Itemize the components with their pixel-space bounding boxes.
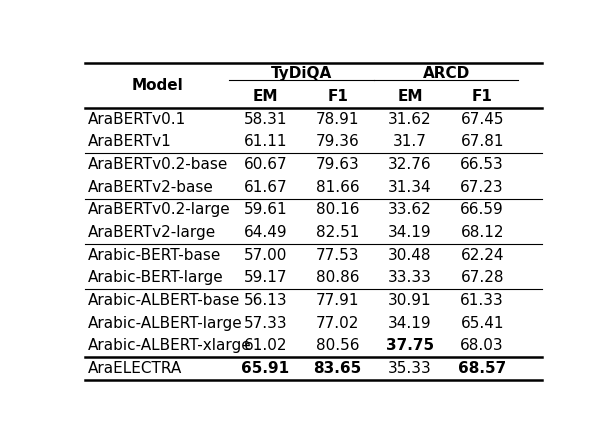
Text: 80.86: 80.86 — [316, 270, 359, 285]
Text: 83.65: 83.65 — [314, 361, 362, 376]
Text: 61.11: 61.11 — [244, 134, 287, 149]
Text: F1: F1 — [327, 89, 348, 104]
Text: 58.31: 58.31 — [244, 112, 287, 127]
Text: 77.53: 77.53 — [316, 247, 359, 263]
Text: AraBERTv0.1: AraBERTv0.1 — [88, 112, 186, 127]
Text: 32.76: 32.76 — [388, 157, 432, 172]
Text: 68.12: 68.12 — [460, 225, 504, 240]
Text: Model: Model — [131, 78, 183, 93]
Text: 59.17: 59.17 — [244, 270, 287, 285]
Text: 79.63: 79.63 — [316, 157, 359, 172]
Text: Arabic-ALBERT-xlarge: Arabic-ALBERT-xlarge — [88, 338, 252, 353]
Text: 59.61: 59.61 — [244, 202, 288, 217]
Text: AraBERTv2-large: AraBERTv2-large — [88, 225, 216, 240]
Text: ARCD: ARCD — [423, 67, 469, 81]
Text: 57.00: 57.00 — [244, 247, 287, 263]
Text: TyDiQA: TyDiQA — [271, 67, 332, 81]
Text: 65.91: 65.91 — [241, 361, 289, 376]
Text: 60.67: 60.67 — [244, 157, 288, 172]
Text: 79.36: 79.36 — [316, 134, 359, 149]
Text: AraBERTv2-base: AraBERTv2-base — [88, 180, 213, 195]
Text: 67.45: 67.45 — [460, 112, 504, 127]
Text: 62.24: 62.24 — [460, 247, 504, 263]
Text: 31.62: 31.62 — [388, 112, 432, 127]
Text: 30.91: 30.91 — [388, 293, 432, 308]
Text: 77.91: 77.91 — [316, 293, 359, 308]
Text: 31.34: 31.34 — [388, 180, 432, 195]
Text: 30.48: 30.48 — [388, 247, 432, 263]
Text: 37.75: 37.75 — [386, 338, 434, 353]
Text: 67.81: 67.81 — [460, 134, 504, 149]
Text: 80.56: 80.56 — [316, 338, 359, 353]
Text: 65.41: 65.41 — [460, 315, 504, 331]
Text: AraELECTRA: AraELECTRA — [88, 361, 182, 376]
Text: 81.66: 81.66 — [316, 180, 359, 195]
Text: Arabic-BERT-large: Arabic-BERT-large — [88, 270, 224, 285]
Text: 80.16: 80.16 — [316, 202, 359, 217]
Text: 31.7: 31.7 — [393, 134, 427, 149]
Text: 67.23: 67.23 — [460, 180, 504, 195]
Text: Arabic-ALBERT-large: Arabic-ALBERT-large — [88, 315, 243, 331]
Text: 61.67: 61.67 — [244, 180, 288, 195]
Text: AraBERTv1: AraBERTv1 — [88, 134, 171, 149]
Text: Arabic-BERT-base: Arabic-BERT-base — [88, 247, 221, 263]
Text: 82.51: 82.51 — [316, 225, 359, 240]
Text: 61.33: 61.33 — [460, 293, 504, 308]
Text: 64.49: 64.49 — [244, 225, 288, 240]
Text: F1: F1 — [472, 89, 492, 104]
Text: 34.19: 34.19 — [388, 315, 432, 331]
Text: 61.02: 61.02 — [244, 338, 287, 353]
Text: 66.59: 66.59 — [460, 202, 504, 217]
Text: 33.62: 33.62 — [388, 202, 432, 217]
Text: 77.02: 77.02 — [316, 315, 359, 331]
Text: 35.33: 35.33 — [388, 361, 432, 376]
Text: 68.03: 68.03 — [460, 338, 504, 353]
Text: Arabic-ALBERT-base: Arabic-ALBERT-base — [88, 293, 240, 308]
Text: 78.91: 78.91 — [316, 112, 359, 127]
Text: 66.53: 66.53 — [460, 157, 504, 172]
Text: 68.57: 68.57 — [458, 361, 506, 376]
Text: 33.33: 33.33 — [388, 270, 432, 285]
Text: EM: EM — [397, 89, 423, 104]
Text: 67.28: 67.28 — [460, 270, 504, 285]
Text: 56.13: 56.13 — [244, 293, 288, 308]
Text: AraBERTv0.2-large: AraBERTv0.2-large — [88, 202, 230, 217]
Text: 34.19: 34.19 — [388, 225, 432, 240]
Text: 57.33: 57.33 — [244, 315, 288, 331]
Text: AraBERTv0.2-base: AraBERTv0.2-base — [88, 157, 228, 172]
Text: EM: EM — [253, 89, 278, 104]
